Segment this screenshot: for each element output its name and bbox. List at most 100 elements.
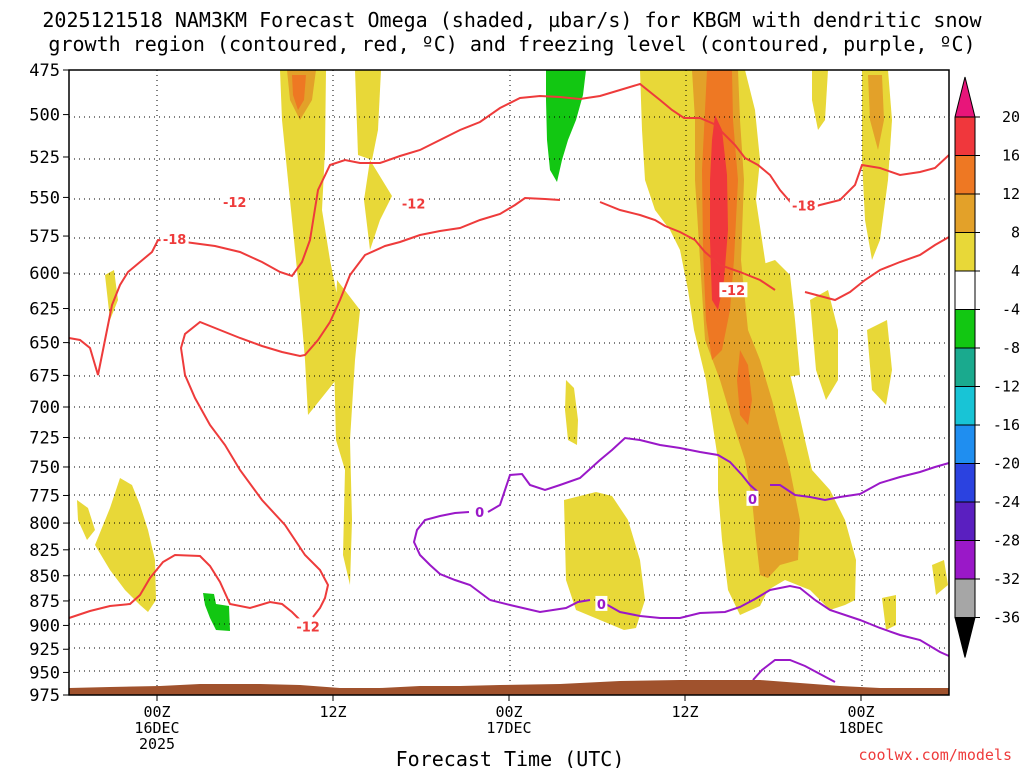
- omega-area: [355, 70, 381, 160]
- colorbar-label: -20: [993, 455, 1020, 473]
- colorbar-segment: [954, 578, 976, 618]
- colorbar-segment: [954, 309, 976, 349]
- colorbar-label: -4: [1002, 301, 1020, 319]
- contour-label-bg: [220, 194, 249, 210]
- freezing-level-contours: [412, 436, 950, 683]
- contour-labels: -18 -12 -12 -12 -18 -12 0 0 0: [160, 194, 818, 635]
- colorbar-label: 20: [1002, 108, 1020, 126]
- omega-area: [105, 270, 118, 320]
- contour-label: -12: [722, 284, 746, 299]
- omega-area: [292, 75, 306, 110]
- y-tick-label: 700: [29, 398, 60, 418]
- omega-shading-4-8: [77, 70, 948, 630]
- x-tick-label: 12Z: [671, 703, 698, 721]
- terrain: [69, 680, 949, 695]
- y-tick-label: 725: [29, 429, 60, 449]
- omega-area: [868, 75, 884, 150]
- y-axis-labels: 475 500 525 550 575 600 625 650 675 700 725 750 775 8…: [29, 61, 69, 706]
- colorbar-segment: [954, 116, 976, 156]
- colorbar-segment: [954, 386, 976, 426]
- freezing-contour-line: [603, 584, 950, 657]
- colorbar-label: -32: [993, 570, 1020, 588]
- chart-title-line-1: 2025121518 NAM3KM Forecast Omega (shaded…: [42, 8, 982, 32]
- contour-label: -18: [792, 199, 816, 214]
- contour-label-bg: [294, 618, 323, 634]
- omega-area: [812, 70, 828, 130]
- dgz-contour-line: [179, 196, 561, 618]
- colorbar-segment: [954, 155, 976, 195]
- y-tick-label: 750: [29, 458, 60, 478]
- freezing-contour-line: [412, 511, 591, 614]
- y-tick-label: 575: [29, 227, 60, 247]
- y-tick-label: 600: [29, 264, 60, 284]
- omega-area: [932, 560, 948, 595]
- y-tick-label: 875: [29, 592, 60, 612]
- colorbar-segment: [954, 501, 976, 541]
- freezing-contour-line: [752, 659, 836, 683]
- omega-area: [737, 350, 752, 425]
- contour-label: 0: [748, 493, 757, 508]
- omega-area: [760, 260, 800, 378]
- omega-area: [364, 160, 392, 250]
- colorbar-label: 12: [1002, 185, 1020, 203]
- omega-area: [565, 380, 578, 445]
- colorbar: 20 16 12 8 4 -4 -8 -12 -16 -20 -24 -28 -32 -36: [954, 76, 1020, 658]
- colorbar-label: -16: [993, 416, 1020, 434]
- colorbar-label: 16: [1002, 147, 1020, 165]
- colorbar-segment: [954, 232, 976, 272]
- y-tick-label: 475: [29, 61, 60, 81]
- y-tick-label: 550: [29, 188, 60, 208]
- y-tick-label: 775: [29, 486, 60, 506]
- omega-area: [882, 595, 896, 630]
- contour-label: 0: [597, 598, 606, 613]
- y-tick-label: 800: [29, 514, 60, 534]
- colorbar-label: 8: [1011, 224, 1020, 242]
- chart-title-line-2: growth region (contoured, red, ºC) and f…: [48, 32, 975, 56]
- x-axis-title: Forecast Time (UTC): [396, 747, 625, 768]
- colorbar-top-arrow: [954, 76, 976, 118]
- colorbar-segment: [954, 347, 976, 387]
- contour-label-bg: [473, 504, 486, 520]
- y-tick-label: 650: [29, 334, 60, 354]
- x-tick-label: 17DEC: [486, 719, 531, 737]
- dgz-contour-line: [599, 201, 776, 291]
- grid-lines: [69, 70, 949, 695]
- contour-label-bg: [595, 595, 608, 611]
- contour-label: -18: [163, 233, 187, 248]
- colorbar-segment: [954, 463, 976, 503]
- y-tick-label: 950: [29, 663, 60, 683]
- x-tick-label: 16DEC: [134, 719, 179, 737]
- contour-label-bg: [746, 490, 759, 506]
- x-tick-label: 2025: [139, 735, 175, 753]
- contour-label: -12: [296, 620, 320, 635]
- colorbar-label: 4: [1011, 262, 1020, 280]
- omega-area: [203, 593, 230, 631]
- y-tick-label: 825: [29, 541, 60, 561]
- dgz-contour-line: [802, 154, 950, 211]
- contour-label: -12: [223, 196, 247, 211]
- colorbar-segment: [954, 193, 976, 233]
- y-tick-label: 625: [29, 300, 60, 320]
- colorbar-segment: [954, 424, 976, 464]
- dgz-contours: [68, 82, 950, 621]
- x-tick-label: 00Z: [143, 703, 170, 721]
- x-tick-label: 12Z: [319, 703, 346, 721]
- y-tick-label: 900: [29, 616, 60, 636]
- omega-area: [95, 478, 156, 612]
- omega-area: [810, 290, 838, 400]
- credit-text: coolwx.com/models: [858, 746, 1012, 764]
- colorbar-label: -24: [993, 493, 1020, 511]
- y-tick-label: 675: [29, 366, 60, 386]
- x-tick-label: 18DEC: [838, 719, 883, 737]
- freezing-contour-line: [487, 436, 759, 513]
- y-tick-label: 525: [29, 148, 60, 168]
- y-tick-label: 925: [29, 640, 60, 660]
- omega-area: [564, 492, 645, 630]
- contour-label-bg: [399, 195, 428, 211]
- contour-label: -12: [402, 198, 426, 213]
- omega-area: [334, 280, 360, 585]
- x-tick-label: 00Z: [847, 703, 874, 721]
- contour-label-bg: [719, 282, 748, 298]
